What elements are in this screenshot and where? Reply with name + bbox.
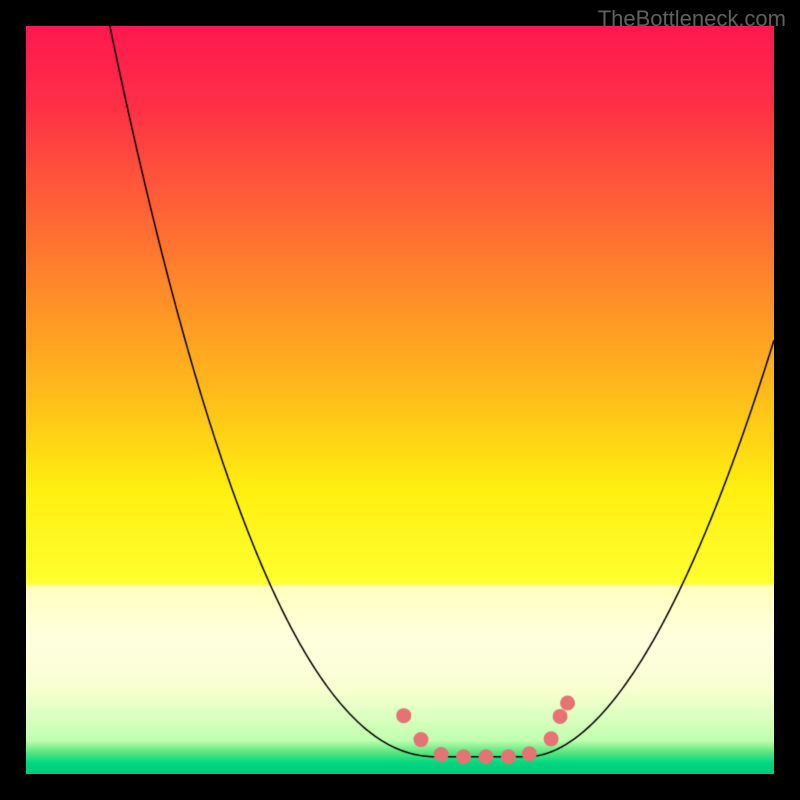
bottleneck-chart (26, 26, 774, 774)
watermark-text: TheBottleneck.com (598, 6, 786, 32)
